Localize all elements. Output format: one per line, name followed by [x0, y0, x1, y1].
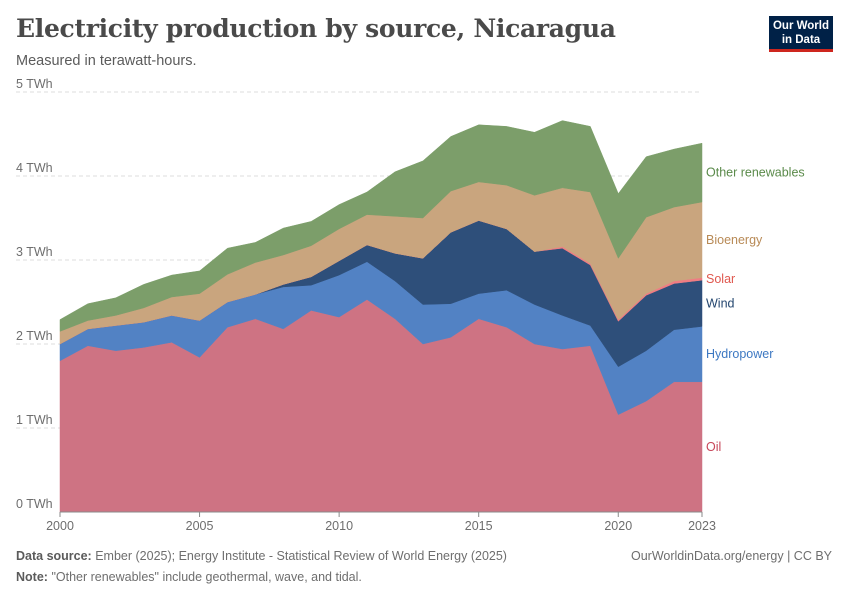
legend: Other renewables Bioenergy Solar Wind Hydrop… [706, 166, 805, 454]
area-series-group [59, 120, 703, 513]
note-label: Note: [16, 570, 48, 584]
axes: 0 TWh 1 TWh 2 TWh 3 TWh 4 TWh 5 TWh 2000 2005 20… [16, 77, 716, 533]
data-source-text: Ember (2025); Energy Institute - Statist… [95, 549, 507, 563]
area-other-renewables[interactable] [59, 120, 703, 332]
chart-subtitle: Measured in terawatt-hours. [16, 53, 197, 69]
y-tick-label: 2 TWh [16, 329, 53, 343]
legend-label-other-renewables[interactable]: Other renewables [706, 166, 805, 180]
y-tick-label: 4 TWh [16, 161, 53, 175]
legend-label-oil[interactable]: Oil [706, 440, 721, 454]
y-tick-label: 3 TWh [16, 245, 53, 259]
legend-label-wind[interactable]: Wind [706, 296, 735, 310]
y-tick-label: 5 TWh [16, 77, 53, 91]
x-tick-label: 2015 [465, 519, 493, 533]
data-source-label: Data source: [16, 549, 92, 563]
x-tick-label: 2010 [325, 519, 353, 533]
x-tick-label: 2020 [604, 519, 632, 533]
logo-text-line1: Our World [772, 20, 829, 32]
x-tick-label: 2023 [688, 519, 716, 533]
note-text: "Other renewables" include geothermal, w… [51, 570, 362, 584]
data-source: Data source: Ember (2025); Energy Instit… [16, 549, 507, 563]
chart-note: Note: "Other renewables" include geother… [16, 570, 362, 584]
legend-label-bioenergy[interactable]: Bioenergy [706, 233, 763, 247]
stacked-area-chart: 0 TWh 1 TWh 2 TWh 3 TWh 4 TWh 5 TWh 2000 2005 20… [16, 77, 805, 533]
x-tick-label: 2005 [186, 519, 214, 533]
y-tick-label: 0 TWh [16, 497, 53, 511]
logo-text-line2: in Data [781, 34, 821, 46]
credit-link[interactable]: OurWorldinData.org/energy | CC BY [630, 549, 832, 563]
legend-label-hydropower[interactable]: Hydropower [706, 347, 773, 361]
y-tick-label: 1 TWh [16, 413, 53, 427]
x-tick-label: 2000 [46, 519, 74, 533]
owid-logo[interactable]: Our World in Data [769, 16, 833, 52]
legend-label-solar[interactable]: Solar [706, 272, 735, 286]
chart-title: Electricity production by source, Nicara… [16, 14, 616, 43]
